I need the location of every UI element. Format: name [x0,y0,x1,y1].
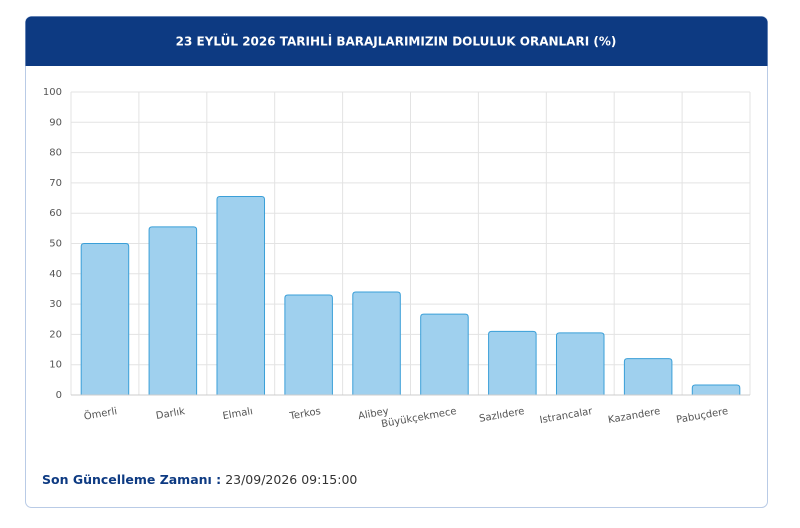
bar [80,243,130,396]
y-tick-label: 70 [49,178,62,189]
bar [555,332,605,396]
y-tick-label: 20 [49,329,62,340]
y-tick-label: 80 [49,148,62,159]
footer-label: Son Güncelleme Zamanı : [42,472,221,487]
y-tick-label: 0 [56,390,62,401]
bar [352,291,401,396]
footer-value: 23/09/2026 09:15:00 [225,472,357,487]
chart-title: 23 EYLÜL 2026 TARIHLİ BARAJLARIMIZIN DOL… [176,34,617,49]
y-tick-label: 100 [43,87,62,98]
card-header [25,16,768,66]
bar [148,226,198,396]
x-tick-label: Darlık [155,406,186,422]
y-tick-label: 60 [49,208,62,219]
card [25,16,768,508]
y-tick-label: 50 [49,239,62,250]
footer: Son Güncelleme Zamanı : 23/09/2026 09:15:… [42,472,357,487]
bar [623,358,673,396]
y-tick-label: 40 [49,269,62,280]
bar [216,196,266,396]
y-tick-label: 30 [49,299,62,310]
x-tick-label: Elmalı [222,406,254,422]
bar [691,384,741,396]
y-tick-label: 10 [49,360,62,371]
x-tick-label: Alibey [357,406,389,422]
y-tick-label: 90 [49,117,62,128]
bar [420,313,469,396]
bar [488,330,537,396]
bar [284,294,333,396]
